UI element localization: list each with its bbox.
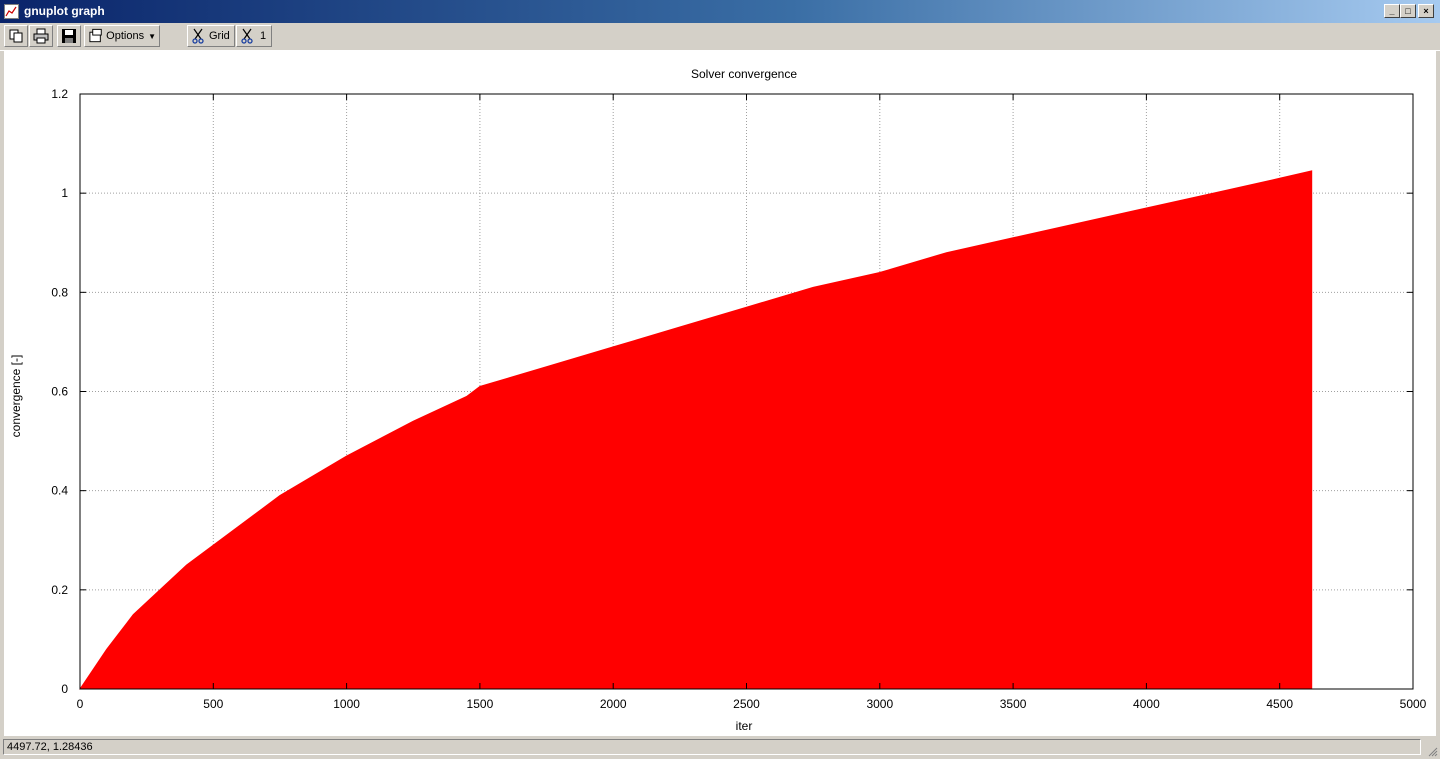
y-tick-label: 0.8 <box>51 285 68 299</box>
options-label: Options <box>106 30 145 42</box>
window-title: gnuplot graph <box>24 4 105 18</box>
options-icon <box>89 28 102 43</box>
plot-1-toggle-button[interactable]: 1 <box>236 25 272 47</box>
close-icon[interactable]: × <box>1418 4 1434 18</box>
grid-label: Grid <box>209 30 230 42</box>
scissors-icon <box>241 28 253 44</box>
x-tick-label: 0 <box>77 697 84 711</box>
x-tick-label: 4000 <box>1133 697 1160 711</box>
convergence-chart: Solver convergence convergence [-] iter … <box>9 67 1427 733</box>
save-icon <box>62 29 76 43</box>
grid-toggle-button[interactable]: Grid <box>187 25 235 47</box>
options-button[interactable]: Options ▼ <box>84 25 160 47</box>
plot-border <box>79 93 1414 690</box>
x-tick-label: 5000 <box>1400 697 1427 711</box>
x-tick-label: 2000 <box>600 697 627 711</box>
y-tick-label: 1 <box>61 186 68 200</box>
y-tick-label: 0.4 <box>51 484 68 498</box>
maximize-icon[interactable]: □ <box>1400 4 1416 18</box>
scissors-icon <box>192 28 204 44</box>
y-axis-label: convergence [-] <box>9 355 23 438</box>
y-tick-label: 0.2 <box>51 583 68 597</box>
save-button[interactable] <box>57 25 81 47</box>
toolbar: Options ▼ Grid 1 <box>0 23 1440 51</box>
y-tick-label: 0 <box>61 682 68 696</box>
title-bar: gnuplot graph _ □ × <box>0 0 1440 23</box>
copy-button[interactable] <box>4 25 28 47</box>
plot-window[interactable]: Solver convergence convergence [-] iter … <box>4 51 1436 736</box>
x-tick-label: 4500 <box>1266 697 1293 711</box>
x-tick-label: 500 <box>203 697 223 711</box>
plot-1-label: 1 <box>260 30 267 42</box>
print-icon <box>33 28 49 44</box>
x-tick-label: 3000 <box>866 697 893 711</box>
print-button[interactable] <box>29 25 53 47</box>
copy-icon <box>9 29 23 43</box>
x-tick-label: 2500 <box>733 697 760 711</box>
cursor-coordinates: 4497.72, 1.28436 <box>3 739 1421 755</box>
data-series <box>79 170 1313 690</box>
minimize-icon[interactable]: _ <box>1384 4 1400 18</box>
y-tick-label: 1.2 <box>51 87 68 101</box>
chevron-down-icon: ▼ <box>148 31 156 41</box>
resize-grip-icon[interactable] <box>1426 745 1438 757</box>
status-bar: 4497.72, 1.28436 <box>0 737 1440 759</box>
x-tick-label: 1500 <box>467 697 494 711</box>
x-axis-label: iter <box>736 719 753 733</box>
chart-title: Solver convergence <box>691 67 797 81</box>
x-tick-label: 3500 <box>1000 697 1027 711</box>
x-tick-label: 1000 <box>333 697 360 711</box>
convergence-series-area <box>79 170 1313 690</box>
axis-ticks: 0 500 1000 1500 2000 2500 3000 3500 4000 4500 5000… <box>51 87 1426 711</box>
gnuplot-app-icon <box>4 4 19 19</box>
y-tick-label: 0.6 <box>51 385 68 399</box>
